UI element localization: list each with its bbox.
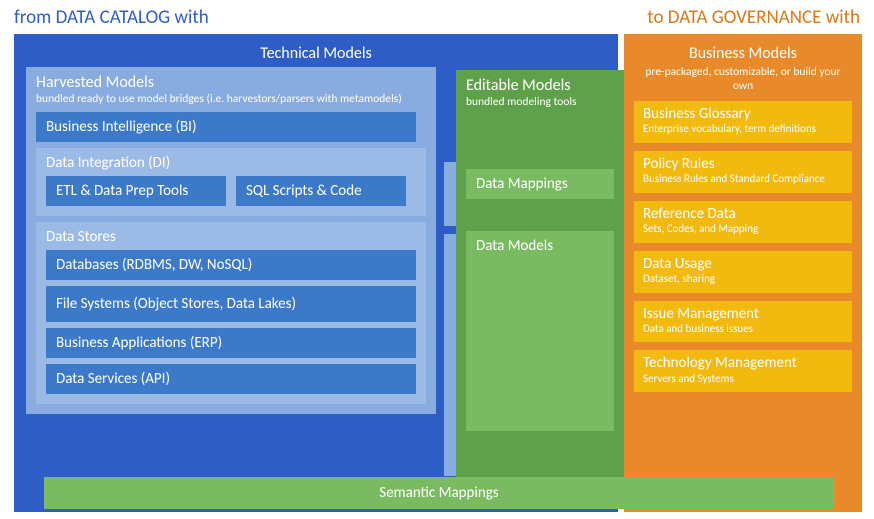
editable-title: Editable Models bbox=[466, 76, 614, 95]
biz-glossary-title: Business Glossary bbox=[643, 106, 843, 123]
biz-issue-sub: Data and business issues bbox=[643, 323, 843, 336]
biz-glossary: Business Glossary Enterprise vocabulary,… bbox=[634, 101, 852, 143]
biz-refdata-sub: Sets, Codes, and Mapping bbox=[643, 223, 843, 236]
datastores-title: Data Stores bbox=[46, 228, 416, 246]
biz-issue-title: Issue Management bbox=[643, 306, 843, 323]
api-box: Data Services (API) bbox=[46, 364, 416, 394]
business-title: Business Models bbox=[634, 42, 852, 67]
biz-policy-sub: Business Rules and Standard Compliance bbox=[643, 173, 843, 186]
etl-box: ETL & Data Prep Tools bbox=[46, 176, 226, 206]
biz-glossary-sub: Enterprise vocabulary, term definitions bbox=[643, 123, 843, 136]
di-box: Data Integration (DI) ETL & Data Prep To… bbox=[36, 148, 426, 216]
harvested-subtitle: bundled ready to use model bridges (i.e.… bbox=[36, 92, 426, 106]
harvested-title: Harvested Models bbox=[36, 73, 426, 92]
business-models-panel: Business Models pre-packaged, customizab… bbox=[624, 34, 862, 512]
harvested-models: Harvested Models bundled ready to use mo… bbox=[26, 67, 436, 414]
di-title: Data Integration (DI) bbox=[46, 154, 416, 172]
business-subtitle: pre-packaged, customizable, or build you… bbox=[634, 65, 852, 93]
biz-usage-sub: Dataset, sharing bbox=[643, 273, 843, 286]
biz-refdata: Reference Data Sets, Codes, and Mapping bbox=[634, 201, 852, 243]
fs-box: File Systems (Object Stores, Data Lakes) bbox=[46, 286, 416, 322]
sql-box: SQL Scripts & Code bbox=[236, 176, 406, 206]
data-models-box: Data Models bbox=[466, 231, 614, 431]
heading-right: to DATA GOVERNANCE with bbox=[647, 6, 860, 29]
biz-refdata-title: Reference Data bbox=[643, 206, 843, 223]
data-mappings-box: Data Mappings bbox=[466, 169, 614, 199]
biz-tech: Technology Management Servers and System… bbox=[634, 350, 852, 392]
biz-issue: Issue Management Data and business issue… bbox=[634, 301, 852, 343]
biz-policy: Policy Rules Business Rules and Standard… bbox=[634, 151, 852, 193]
editable-models: Editable Models bundled modeling tools D… bbox=[456, 70, 624, 480]
biz-usage-title: Data Usage bbox=[643, 256, 843, 273]
technical-title: Technical Models bbox=[26, 42, 606, 67]
biz-policy-title: Policy Rules bbox=[643, 156, 843, 173]
heading-left: from DATA CATALOG with bbox=[14, 6, 209, 29]
bi-box: Business Intelligence (BI) bbox=[36, 112, 416, 142]
datastores-box: Data Stores Databases (RDBMS, DW, NoSQL)… bbox=[36, 222, 426, 404]
erp-box: Business Applications (ERP) bbox=[46, 328, 416, 358]
db-box: Databases (RDBMS, DW, NoSQL) bbox=[46, 250, 416, 280]
biz-usage: Data Usage Dataset, sharing bbox=[634, 251, 852, 293]
editable-subtitle: bundled modeling tools bbox=[466, 95, 614, 109]
semantic-mappings-bar: Semantic Mappings bbox=[44, 477, 834, 509]
biz-tech-sub: Servers and Systems bbox=[643, 373, 843, 386]
technical-models-panel: Technical Models Harvested Models bundle… bbox=[14, 34, 618, 512]
biz-tech-title: Technology Management bbox=[643, 355, 843, 372]
